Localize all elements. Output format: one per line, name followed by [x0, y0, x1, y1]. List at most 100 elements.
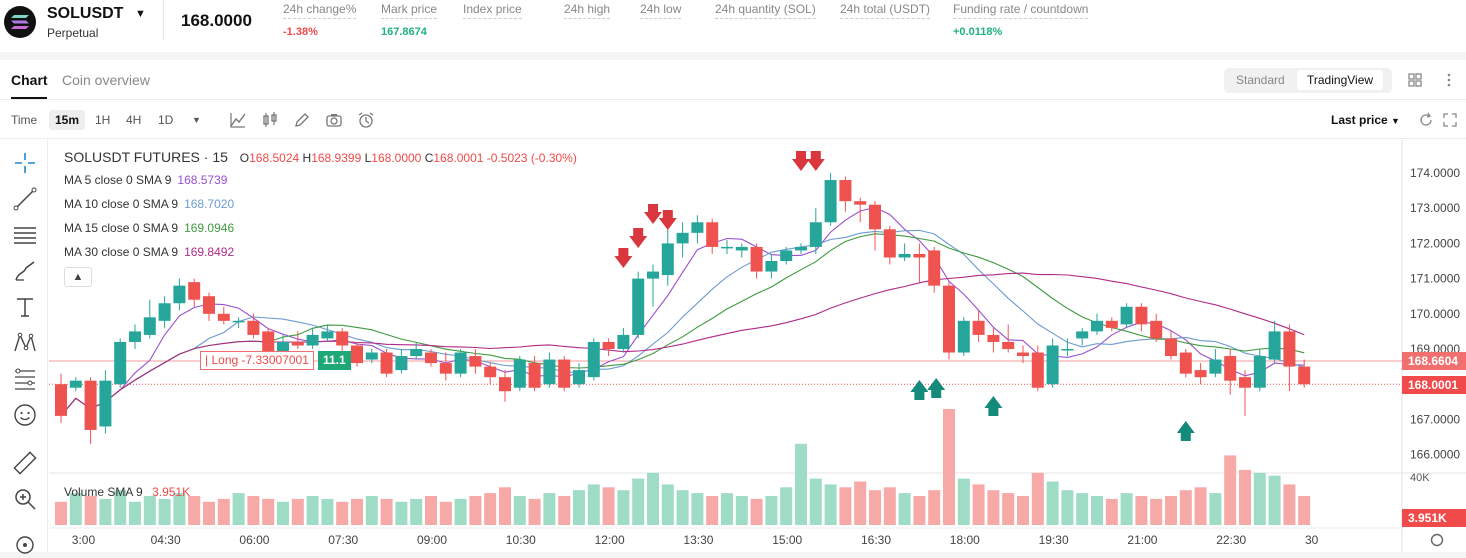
magnet-icon[interactable] — [12, 532, 38, 558]
pencil-icon[interactable] — [293, 111, 311, 129]
candle-body — [439, 363, 452, 374]
collapse-legend-button[interactable]: ▲ — [64, 267, 92, 287]
time-tick-label: 04:30 — [151, 533, 181, 547]
volume-bar — [1194, 487, 1207, 525]
smiley-icon[interactable] — [12, 402, 38, 428]
tab-chart[interactable]: Chart — [11, 72, 48, 88]
interval-15m[interactable]: 15m — [49, 110, 86, 130]
candle-body — [647, 271, 659, 279]
text-tool-icon[interactable] — [12, 294, 38, 320]
fullscreen-icon[interactable] — [1441, 111, 1459, 129]
ruler-icon[interactable] — [12, 450, 38, 476]
alarm-clock-icon[interactable] — [357, 111, 375, 129]
divider — [163, 0, 164, 40]
volume-bar — [602, 487, 615, 525]
trend-line-icon[interactable] — [12, 186, 38, 212]
interval-1h[interactable]: 1H — [95, 113, 111, 127]
volume-bar — [1165, 496, 1177, 525]
position-quantity[interactable]: 11.1 — [318, 351, 351, 370]
volume-bar — [188, 496, 201, 525]
ma15-legend[interactable]: MA 15 close 0 SMA 9 169.0946 — [64, 221, 235, 235]
time-tick-label: 3:00 — [72, 533, 96, 547]
ma10-legend[interactable]: MA 10 close 0 SMA 9 168.7020 — [64, 197, 235, 211]
volume-bar — [1120, 493, 1133, 525]
volume-bar — [661, 484, 674, 525]
candle-body — [1076, 331, 1089, 339]
interval-more-icon[interactable]: ▼ — [192, 115, 201, 125]
candle-body — [143, 317, 156, 335]
indicators-icon[interactable] — [229, 111, 247, 129]
volume-bar — [380, 498, 393, 525]
grid-layout-icon[interactable] — [1408, 73, 1422, 87]
drawing-toolbar — [0, 140, 48, 554]
candle-body — [898, 253, 911, 258]
candle-body — [232, 320, 245, 323]
brush-icon[interactable] — [12, 258, 38, 284]
volume-bar — [1298, 496, 1311, 525]
candle-type-icon[interactable] — [261, 111, 279, 129]
pattern-tool-icon[interactable] — [12, 330, 38, 356]
view-toggle: Standard TradingView — [1224, 68, 1392, 93]
candle-body — [721, 246, 733, 249]
market-header: SOLUSDT ▼ Perpetual 168.0000 24h change%… — [0, 0, 1466, 52]
candle-body — [543, 359, 556, 385]
price-mode-selector[interactable]: Last price ▼ — [1331, 113, 1400, 127]
position-tag[interactable]: | Long -7.33007001 — [200, 351, 314, 370]
candle-body — [321, 331, 334, 339]
candle-body — [188, 282, 201, 300]
volume-bar — [898, 493, 911, 525]
solana-logo-icon — [4, 6, 36, 38]
volume-bar — [425, 496, 437, 525]
volume-bar — [439, 501, 452, 525]
candle-body — [691, 222, 704, 233]
volume-axis-label: 40K — [1410, 472, 1430, 484]
crosshair-icon[interactable] — [12, 150, 38, 176]
volume-bar — [647, 472, 659, 525]
volume-bar — [513, 496, 526, 525]
volume-bar — [913, 496, 926, 525]
candle-body — [587, 341, 600, 378]
horizontal-lines-icon[interactable] — [12, 222, 38, 248]
tab-coin-overview[interactable]: Coin overview — [62, 72, 150, 88]
stat-24h-quantity: 24h quantity (SOL) — [715, 2, 816, 19]
candle-body — [513, 359, 526, 388]
volume-bar — [528, 498, 541, 525]
ma-line — [60, 229, 1305, 417]
zoom-in-icon[interactable] — [12, 486, 38, 512]
candle-body — [99, 380, 112, 427]
candle-body — [114, 341, 127, 385]
view-standard[interactable]: Standard — [1236, 73, 1285, 87]
candle-body — [173, 285, 186, 304]
view-tradingview[interactable]: TradingView — [1297, 70, 1384, 90]
candle-body — [395, 356, 408, 371]
caret-down-icon[interactable]: ▼ — [135, 8, 146, 20]
time-tick-label: 22:30 — [1216, 533, 1246, 547]
volume-bar — [173, 493, 186, 525]
sell-signal-arrow — [792, 151, 810, 171]
interval-4h[interactable]: 4H — [126, 113, 142, 127]
volume-bar — [1031, 472, 1044, 525]
candle-body — [617, 334, 630, 349]
fib-tool-icon[interactable] — [12, 366, 38, 392]
candle-body — [869, 204, 881, 230]
symbol-selector[interactable]: SOLUSDT — [47, 5, 124, 22]
price-chart[interactable]: 174.0000 173.0000 172.0000 171.0000 170.0000… — [49, 140, 1466, 552]
candle-body — [1239, 377, 1251, 388]
candle-body — [158, 303, 171, 321]
more-options-icon[interactable] — [1446, 73, 1452, 87]
candle-body — [1105, 320, 1118, 328]
candle-body — [277, 341, 289, 353]
candle-body — [928, 250, 941, 286]
volume-bar — [336, 501, 349, 525]
candle-body — [351, 345, 363, 364]
interval-1d[interactable]: 1D — [158, 113, 174, 127]
time-tick-label: 19:30 — [1039, 533, 1069, 547]
ma5-legend[interactable]: MA 5 close 0 SMA 9 168.5739 — [64, 173, 228, 187]
camera-icon[interactable] — [325, 111, 343, 129]
candle-body — [943, 285, 955, 353]
candle-body — [336, 331, 349, 346]
ma30-legend[interactable]: MA 30 close 0 SMA 9 169.8492 — [64, 245, 235, 259]
candle-body — [913, 253, 926, 258]
refresh-icon[interactable] — [1417, 111, 1435, 129]
volume-legend[interactable]: Volume SMA 9 3.951K — [64, 485, 191, 499]
